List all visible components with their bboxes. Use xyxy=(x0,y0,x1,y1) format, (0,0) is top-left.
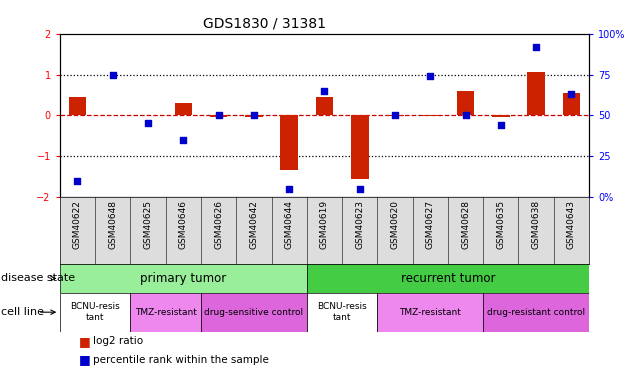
Point xyxy=(108,72,118,78)
Point xyxy=(143,120,153,126)
Text: GDS1830 / 31381: GDS1830 / 31381 xyxy=(203,17,326,31)
Bar xyxy=(210,116,227,117)
Text: GSM40622: GSM40622 xyxy=(73,200,82,249)
Bar xyxy=(563,93,580,116)
Text: GSM40619: GSM40619 xyxy=(320,200,329,249)
Text: drug-sensitive control: drug-sensitive control xyxy=(204,308,304,316)
Text: drug-resistant control: drug-resistant control xyxy=(487,308,585,316)
Text: primary tumor: primary tumor xyxy=(140,272,226,285)
Text: TMZ-resistant: TMZ-resistant xyxy=(399,308,461,316)
Text: GSM40642: GSM40642 xyxy=(249,200,258,249)
Text: log2 ratio: log2 ratio xyxy=(93,336,144,346)
Bar xyxy=(527,72,545,116)
Text: BCNU-resis
tant: BCNU-resis tant xyxy=(318,303,367,322)
Bar xyxy=(130,292,201,332)
Bar xyxy=(316,97,333,116)
Point xyxy=(461,112,471,118)
Point xyxy=(249,112,259,118)
Bar xyxy=(201,292,307,332)
Bar xyxy=(483,292,589,332)
Bar xyxy=(60,264,307,292)
Bar xyxy=(307,292,377,332)
Text: GSM40635: GSM40635 xyxy=(496,200,505,249)
Bar xyxy=(245,116,263,117)
Text: percentile rank within the sample: percentile rank within the sample xyxy=(93,355,269,365)
Point xyxy=(284,186,294,192)
Text: GSM40627: GSM40627 xyxy=(426,200,435,249)
Point xyxy=(72,178,83,184)
Text: GSM40648: GSM40648 xyxy=(108,200,117,249)
Text: GSM40625: GSM40625 xyxy=(144,200,152,249)
Text: GSM40638: GSM40638 xyxy=(532,200,541,249)
Text: GSM40628: GSM40628 xyxy=(461,200,470,249)
Bar xyxy=(69,97,86,116)
Bar xyxy=(377,292,483,332)
Text: GSM40644: GSM40644 xyxy=(285,200,294,249)
Point xyxy=(214,112,224,118)
Text: GSM40623: GSM40623 xyxy=(355,200,364,249)
Text: TMZ-resistant: TMZ-resistant xyxy=(135,308,197,316)
Point xyxy=(178,137,188,143)
Bar xyxy=(457,91,474,116)
Text: GSM40620: GSM40620 xyxy=(391,200,399,249)
Point xyxy=(531,44,541,50)
Bar xyxy=(351,116,369,178)
Point xyxy=(355,186,365,192)
Text: GSM40646: GSM40646 xyxy=(179,200,188,249)
Point xyxy=(496,122,506,128)
Text: ■: ■ xyxy=(79,335,91,348)
Text: ■: ■ xyxy=(79,354,91,366)
Text: disease state: disease state xyxy=(1,273,76,284)
Text: recurrent tumor: recurrent tumor xyxy=(401,272,495,285)
Text: GSM40643: GSM40643 xyxy=(567,200,576,249)
Point xyxy=(319,88,329,94)
Point xyxy=(425,73,435,79)
Bar xyxy=(307,264,589,292)
Bar xyxy=(175,103,192,116)
Text: BCNU-resis
tant: BCNU-resis tant xyxy=(71,303,120,322)
Text: GSM40626: GSM40626 xyxy=(214,200,223,249)
Point xyxy=(390,112,400,118)
Text: cell line: cell line xyxy=(1,307,44,317)
Point xyxy=(566,91,576,97)
Bar xyxy=(60,292,130,332)
Bar xyxy=(492,116,510,117)
Bar xyxy=(280,116,298,170)
